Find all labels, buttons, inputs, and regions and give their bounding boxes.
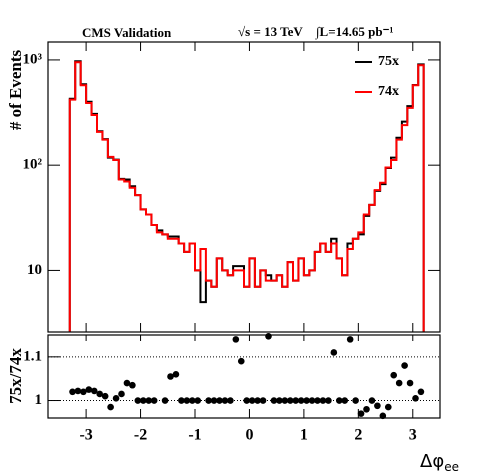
data-point — [363, 405, 370, 413]
data-point — [352, 397, 359, 404]
data-point — [243, 397, 251, 404]
x-tick-label: -3 — [79, 427, 92, 444]
data-point — [314, 397, 321, 404]
data-point — [281, 397, 289, 404]
y-axis-label: 75x/74x — [6, 348, 25, 404]
data-point — [330, 349, 338, 356]
y-tick-label: 10³ — [23, 51, 43, 67]
data-point — [417, 388, 425, 396]
data-point — [216, 397, 223, 404]
legend-label: 75x — [378, 54, 399, 69]
data-point — [259, 397, 267, 404]
data-point — [150, 397, 158, 404]
data-point — [69, 388, 76, 396]
data-point — [406, 379, 414, 387]
data-point — [139, 397, 147, 404]
data-point — [129, 381, 136, 389]
legend-label: 74x — [378, 84, 399, 99]
data-point — [178, 397, 185, 404]
data-point — [390, 371, 398, 379]
data-point — [80, 388, 87, 396]
data-point — [205, 397, 212, 404]
annotation: √s = 13 TeV — [238, 24, 303, 39]
data-point — [319, 397, 327, 404]
data-point — [412, 395, 419, 402]
data-point — [85, 386, 93, 393]
x-tick-label: -1 — [188, 427, 201, 444]
data-point — [265, 333, 272, 340]
data-point — [254, 397, 261, 404]
x-tick-label: 1 — [300, 427, 308, 444]
data-point — [346, 336, 354, 343]
data-point — [401, 362, 408, 369]
data-point — [161, 397, 169, 404]
data-point — [107, 403, 114, 411]
annotation: ∫L=14.65 pb⁻¹ — [315, 24, 393, 40]
data-point — [270, 397, 278, 404]
data-point — [172, 371, 180, 378]
data-point — [286, 397, 294, 404]
data-point — [221, 397, 229, 404]
data-point — [276, 397, 283, 404]
data-point — [183, 397, 191, 404]
chart-title: CMS Validation — [82, 25, 172, 40]
data-point — [384, 403, 392, 411]
data-point — [74, 387, 82, 395]
data-point — [237, 357, 245, 365]
data-point — [374, 402, 381, 410]
data-point — [210, 397, 218, 404]
data-point — [335, 397, 343, 404]
data-point — [297, 397, 305, 404]
x-axis-label: Δφee — [420, 451, 459, 472]
y-axis-label: # of Events — [6, 49, 25, 130]
plot-frame — [47, 334, 441, 419]
histogram-line — [68, 61, 425, 332]
data-point — [292, 397, 300, 404]
data-point — [341, 397, 349, 404]
y-tick-label: 1 — [35, 392, 43, 408]
y-tick-label: 1.1 — [23, 348, 42, 364]
data-point — [123, 379, 131, 387]
x-tick-label: 0 — [245, 427, 253, 444]
data-point — [101, 392, 109, 400]
plot-frame — [47, 41, 441, 333]
data-point — [232, 336, 240, 343]
data-point — [188, 397, 196, 404]
data-point — [134, 397, 142, 404]
data-point — [90, 387, 98, 395]
data-point — [308, 397, 316, 404]
y-tick-label: 10 — [27, 262, 42, 278]
x-axis-label-sub: ee — [444, 460, 459, 472]
data-point — [303, 397, 310, 404]
data-point — [357, 410, 365, 417]
y-tick-label: 10² — [23, 157, 43, 173]
data-point — [227, 397, 234, 404]
data-point — [368, 397, 376, 404]
data-point — [167, 373, 174, 380]
data-point — [112, 395, 120, 402]
x-tick-label: -2 — [134, 427, 147, 444]
data-point — [145, 397, 153, 404]
x-axis-label-main: Δφ — [420, 451, 444, 472]
x-tick-label: 2 — [354, 427, 362, 444]
data-point — [96, 390, 104, 398]
data-point — [395, 379, 403, 387]
x-tick-label: 3 — [409, 427, 417, 444]
data-point — [248, 397, 256, 404]
data-point — [118, 390, 125, 398]
data-point — [325, 397, 332, 404]
data-point — [194, 397, 202, 404]
